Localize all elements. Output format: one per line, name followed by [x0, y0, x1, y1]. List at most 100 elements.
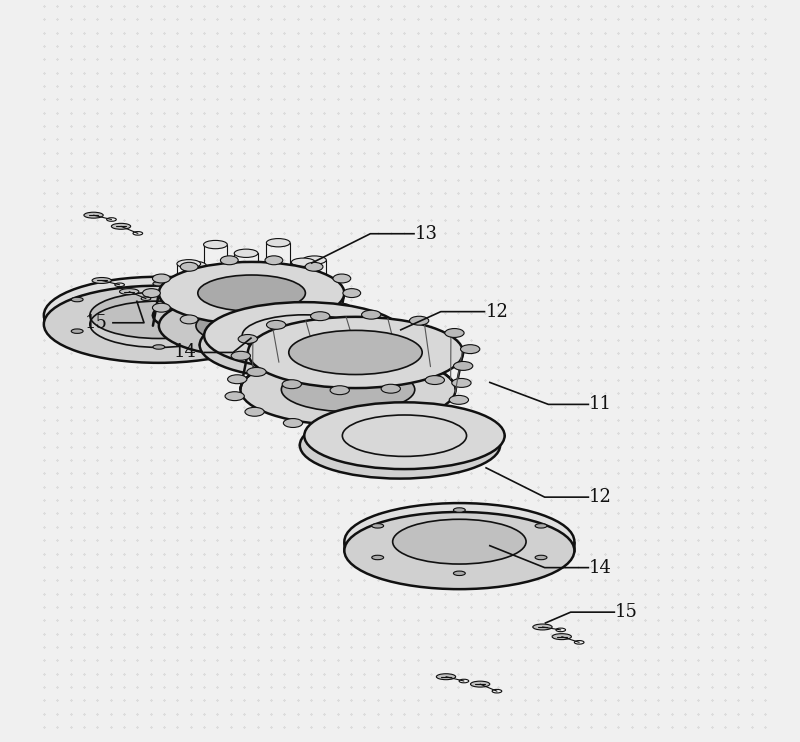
- Ellipse shape: [203, 240, 227, 249]
- Ellipse shape: [159, 295, 344, 357]
- Ellipse shape: [241, 354, 456, 425]
- Ellipse shape: [153, 281, 165, 286]
- Ellipse shape: [177, 260, 201, 268]
- Ellipse shape: [153, 274, 170, 283]
- Ellipse shape: [153, 303, 170, 312]
- Ellipse shape: [436, 674, 456, 680]
- Ellipse shape: [225, 392, 244, 401]
- Ellipse shape: [231, 351, 250, 360]
- Ellipse shape: [90, 292, 228, 338]
- Text: 13: 13: [415, 225, 438, 243]
- Ellipse shape: [142, 289, 160, 298]
- Ellipse shape: [247, 367, 266, 376]
- Ellipse shape: [180, 315, 198, 324]
- Ellipse shape: [452, 378, 471, 387]
- Text: 14: 14: [174, 344, 197, 361]
- Ellipse shape: [266, 270, 290, 278]
- Text: 14: 14: [590, 559, 612, 577]
- Ellipse shape: [394, 352, 413, 361]
- Ellipse shape: [180, 263, 198, 272]
- Ellipse shape: [333, 423, 352, 432]
- Ellipse shape: [44, 286, 274, 363]
- Ellipse shape: [283, 418, 302, 427]
- Ellipse shape: [305, 263, 323, 272]
- Ellipse shape: [470, 681, 490, 687]
- Ellipse shape: [372, 555, 384, 559]
- Ellipse shape: [71, 298, 83, 302]
- Ellipse shape: [372, 524, 384, 528]
- Ellipse shape: [84, 212, 103, 218]
- Ellipse shape: [153, 298, 254, 332]
- Ellipse shape: [44, 277, 274, 354]
- Ellipse shape: [245, 407, 264, 416]
- Ellipse shape: [252, 360, 271, 369]
- Ellipse shape: [182, 261, 206, 269]
- Ellipse shape: [454, 571, 466, 576]
- Ellipse shape: [291, 258, 315, 266]
- Ellipse shape: [234, 298, 246, 302]
- Ellipse shape: [425, 410, 444, 419]
- Ellipse shape: [362, 310, 381, 319]
- Ellipse shape: [234, 329, 246, 333]
- Ellipse shape: [153, 345, 165, 349]
- Text: 15: 15: [85, 314, 107, 332]
- Ellipse shape: [383, 420, 402, 429]
- Text: 11: 11: [590, 395, 612, 413]
- Ellipse shape: [343, 289, 361, 298]
- Ellipse shape: [294, 350, 313, 359]
- Ellipse shape: [302, 256, 326, 264]
- Ellipse shape: [221, 321, 238, 330]
- Ellipse shape: [182, 280, 206, 289]
- Text: 12: 12: [590, 488, 612, 506]
- Text: 12: 12: [486, 303, 508, 321]
- Ellipse shape: [111, 223, 130, 229]
- Ellipse shape: [425, 375, 445, 384]
- Ellipse shape: [289, 330, 422, 375]
- Ellipse shape: [213, 263, 314, 298]
- Ellipse shape: [333, 274, 350, 283]
- Ellipse shape: [535, 555, 547, 559]
- Ellipse shape: [310, 312, 330, 321]
- Ellipse shape: [338, 424, 462, 466]
- Ellipse shape: [282, 380, 302, 389]
- Ellipse shape: [198, 275, 306, 311]
- Ellipse shape: [227, 375, 247, 384]
- Ellipse shape: [291, 277, 315, 285]
- Ellipse shape: [159, 262, 344, 324]
- Ellipse shape: [203, 272, 227, 280]
- Ellipse shape: [282, 367, 414, 412]
- Ellipse shape: [393, 519, 526, 564]
- Text: 15: 15: [615, 603, 638, 621]
- Ellipse shape: [330, 386, 350, 395]
- Ellipse shape: [333, 303, 350, 312]
- Ellipse shape: [266, 239, 290, 247]
- Ellipse shape: [248, 317, 463, 388]
- Ellipse shape: [461, 345, 480, 354]
- Ellipse shape: [344, 512, 574, 589]
- Ellipse shape: [533, 624, 552, 630]
- Ellipse shape: [445, 329, 464, 338]
- Ellipse shape: [238, 324, 362, 366]
- Ellipse shape: [454, 361, 473, 370]
- Ellipse shape: [71, 329, 83, 333]
- Ellipse shape: [381, 384, 401, 393]
- Ellipse shape: [432, 363, 451, 372]
- Ellipse shape: [266, 321, 286, 329]
- Ellipse shape: [535, 524, 547, 528]
- Ellipse shape: [454, 508, 466, 512]
- Ellipse shape: [302, 287, 326, 295]
- Ellipse shape: [196, 307, 307, 344]
- Ellipse shape: [300, 412, 500, 479]
- Ellipse shape: [119, 289, 139, 295]
- Ellipse shape: [238, 335, 258, 344]
- Ellipse shape: [221, 256, 238, 265]
- Ellipse shape: [234, 249, 258, 257]
- Ellipse shape: [450, 395, 469, 404]
- Ellipse shape: [304, 402, 505, 469]
- Ellipse shape: [410, 316, 429, 325]
- Ellipse shape: [177, 291, 201, 299]
- Ellipse shape: [344, 503, 574, 580]
- Ellipse shape: [552, 634, 571, 640]
- Ellipse shape: [92, 278, 111, 283]
- Ellipse shape: [204, 302, 405, 369]
